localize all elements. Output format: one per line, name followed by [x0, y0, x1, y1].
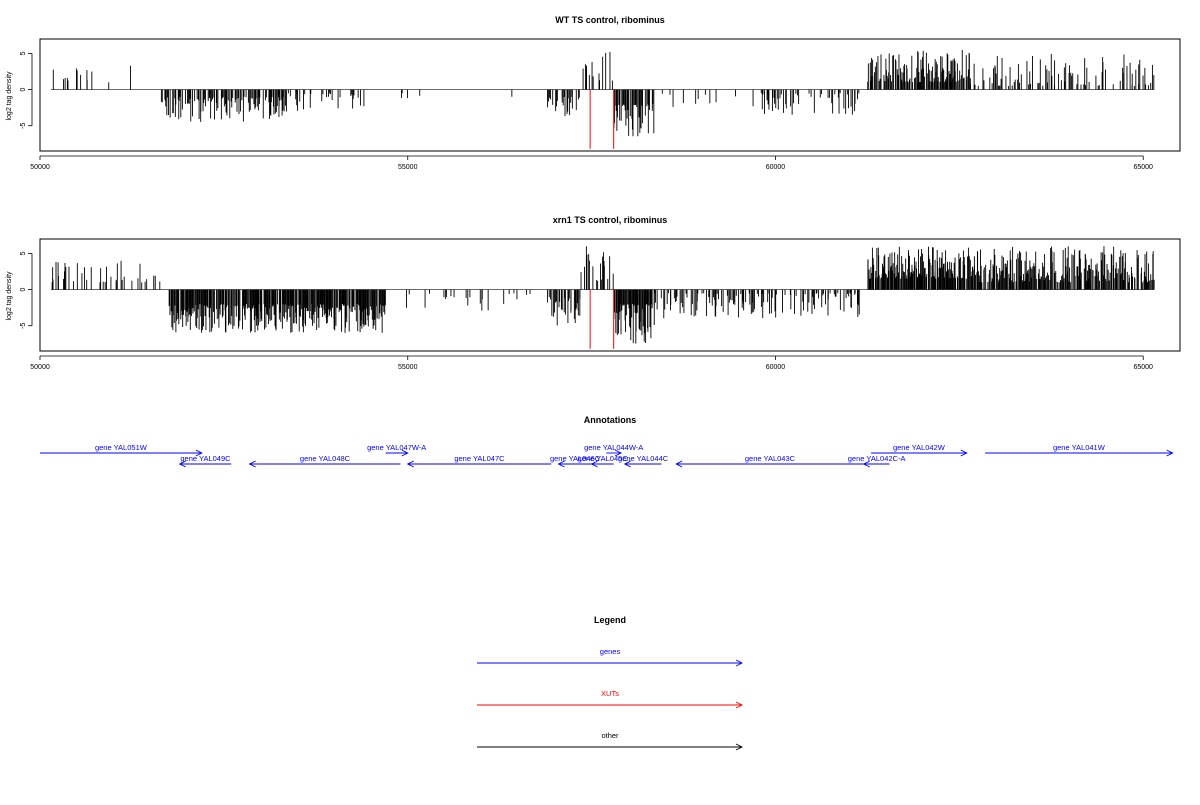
gene-label: gene YAL047C	[454, 454, 505, 463]
legend-items: genes XUTs other	[477, 647, 744, 751]
gene-label: gene YAL046C	[550, 454, 601, 463]
gene-arrow: gene YAL047W-A	[367, 443, 426, 457]
x-tick-label: 60000	[766, 364, 786, 371]
gene-label: gene YAL049C	[180, 454, 231, 463]
wt-plot-frame	[39, 38, 1181, 152]
arrow-head-icon	[735, 743, 744, 751]
x-tick-label: 50000	[30, 164, 50, 171]
gene-label: gene YAL048C	[300, 454, 351, 463]
y-tick-label: 5	[20, 251, 27, 255]
wt-y-axis: -5 0 5	[20, 51, 33, 129]
gene-arrow: gene YAL051W	[40, 443, 203, 457]
gene-label: gene YAL047W-A	[367, 443, 426, 452]
wt-x-axis: 50000 55000 60000 65000	[30, 155, 1153, 171]
arrow-head-icon	[623, 460, 631, 468]
xrn1-xut-marks	[589, 289, 615, 349]
xrn1-x-axis: 50000 55000 60000 65000	[30, 355, 1153, 371]
legend-title: Legend	[594, 615, 626, 625]
gene-label: gene YAL041W	[1053, 443, 1106, 452]
arrow-head-icon	[248, 460, 256, 468]
gene-label: gene YAL042W	[893, 443, 946, 452]
gene-arrow: gene YAL041W	[985, 443, 1174, 457]
gene-label: gene YAL044C	[618, 454, 669, 463]
xrn1-y-axis: -5 0 5	[20, 251, 33, 329]
wt-bars	[51, 49, 1155, 137]
gene-arrow: gene YAL044C	[618, 454, 669, 468]
legend-label: other	[601, 731, 619, 740]
gene-arrow: gene YAL044W-A	[584, 443, 643, 457]
xrn1-plot-frame	[39, 238, 1181, 352]
gene-arrow: gene YAL042C-A	[848, 454, 906, 468]
gene-label: gene YAL045C	[578, 454, 629, 463]
gene-label: gene YAL043C	[745, 454, 796, 463]
xrn1-panel-title: xrn1 TS control, ribominus	[553, 215, 668, 225]
y-tick-label: -5	[20, 122, 27, 128]
arrow-head-icon	[401, 449, 409, 457]
arrow-head-icon	[862, 460, 870, 468]
arrow-head-icon	[406, 460, 414, 468]
legend-item: genes	[477, 647, 744, 667]
x-tick-label: 50000	[30, 364, 50, 371]
legend-item: XUTs	[477, 689, 744, 709]
xrn1-bars	[51, 246, 1155, 344]
arrow-head-icon	[960, 449, 968, 457]
gene-arrow: gene YAL042W	[871, 443, 968, 457]
wt-xut-marks	[589, 89, 615, 149]
gene-arrow: gene YAL046C	[550, 454, 601, 468]
y-tick-label: 0	[20, 88, 27, 92]
gene-arrow: gene YAL049C	[178, 454, 232, 468]
arrow-head-icon	[557, 460, 565, 468]
wt-y-axis-label: log2 tag density	[6, 71, 13, 121]
gene-label: gene YAL042C-A	[848, 454, 906, 463]
arrow-head-icon	[195, 449, 203, 457]
gene-arrow: gene YAL045C	[578, 454, 629, 468]
arrow-head-icon	[735, 701, 744, 709]
annotations-title: Annotations	[584, 415, 637, 425]
gene-label: gene YAL051W	[95, 443, 148, 452]
legend-label: genes	[600, 647, 621, 656]
arrow-head-icon	[735, 659, 744, 667]
gene-track: gene YAL051W gene YAL049C gene YAL048C gene…	[40, 443, 1174, 468]
arrow-head-icon	[614, 449, 623, 457]
y-tick-label: 5	[20, 51, 27, 55]
y-tick-label: 0	[20, 288, 27, 292]
arrow-head-icon	[675, 460, 683, 468]
legend-label: XUTs	[601, 689, 619, 698]
gene-arrow: gene YAL048C	[248, 454, 401, 468]
arrow-head-icon	[1166, 449, 1174, 457]
x-tick-label: 65000	[1133, 164, 1153, 171]
x-tick-label: 55000	[398, 364, 418, 371]
gene-arrow: gene YAL043C	[675, 454, 864, 468]
arrow-head-icon	[178, 460, 186, 468]
x-tick-label: 65000	[1133, 364, 1153, 371]
gene-arrow: gene YAL047C	[406, 454, 552, 468]
wt-panel-title: WT TS control, ribominus	[555, 15, 665, 25]
x-tick-label: 60000	[766, 164, 786, 171]
xrn1-y-axis-label: log2 tag density	[6, 271, 13, 321]
xrn1-coverage-panel: xrn1 TS control, ribominus log2 tag dens…	[6, 215, 1181, 371]
legend-item: other	[477, 731, 744, 751]
x-tick-label: 55000	[398, 164, 418, 171]
legend: Legend genes XUTs other	[477, 615, 744, 751]
arrow-head-icon	[590, 460, 598, 468]
wt-coverage-panel: WT TS control, ribominus log2 tag densit…	[6, 15, 1181, 171]
y-tick-label: -5	[20, 322, 27, 328]
gene-label: gene YAL044W-A	[584, 443, 643, 452]
